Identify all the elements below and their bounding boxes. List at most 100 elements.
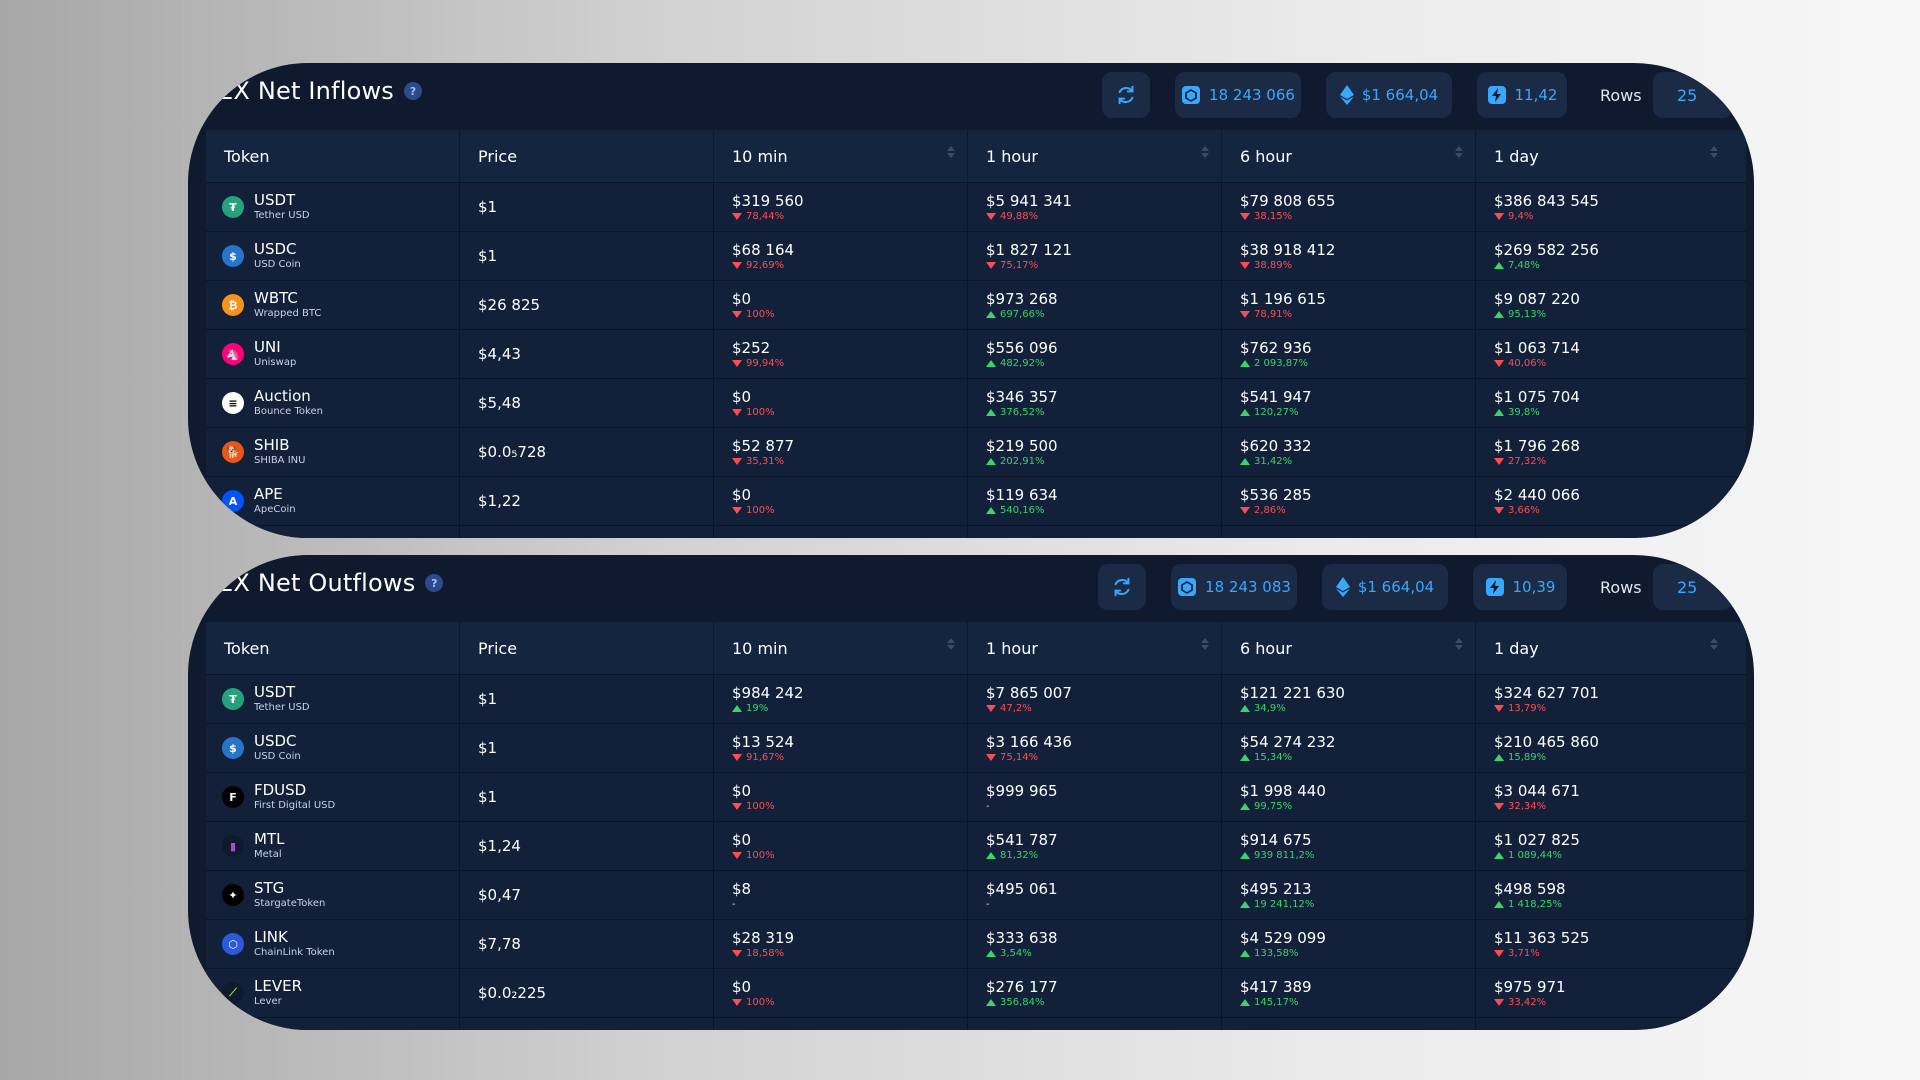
cell-d1: $9 087 220 95,13% (1476, 281, 1730, 329)
table-row[interactable]: ⬡ LINK ChainLink Token $7,78 $28 319 18,58% $3… (206, 919, 1746, 968)
sort-icon[interactable] (1455, 638, 1463, 650)
change-indicator: 145,17% (1240, 996, 1475, 1009)
flow-value: $973 268 (986, 289, 1058, 308)
column-header-6hour[interactable]: 6 hour (1222, 622, 1476, 674)
change-indicator: 133,58% (1240, 947, 1475, 960)
cell-d1: $498 598 1 418,25% (1476, 871, 1730, 919)
inflows-title: EX Net Inflows ? (218, 77, 423, 105)
token-price: $0.0₂225 (478, 984, 547, 1002)
change-percent: - (986, 800, 990, 812)
cell-empty (460, 1018, 714, 1030)
rows-per-page-select[interactable]: 25 (1653, 564, 1733, 610)
cell-h1: $7 865 007 47,2% (968, 675, 1222, 723)
block-number: 18 243 066 (1209, 86, 1295, 104)
arrow-down-icon (732, 359, 742, 367)
cell-h6: $536 285 2,86% (1222, 477, 1476, 525)
cell-token: ≡ Auction Bounce Token (206, 379, 460, 427)
change-percent: 376,52% (1000, 406, 1045, 418)
table-row[interactable]: $ USDC USD Coin $1 $68 164 92,69% $1 827 121 75… (206, 231, 1746, 280)
help-icon[interactable]: ? (404, 82, 423, 100)
change-percent: 99,94% (746, 357, 785, 369)
change-indicator: 31,42% (1240, 455, 1475, 468)
change-indicator: - (732, 898, 967, 911)
cell-d1: $975 971 33,42% (1476, 969, 1730, 1017)
flow-value: $556 096 (986, 338, 1058, 357)
bitcoin-icon: ₿ (222, 294, 244, 316)
cell-empty (1476, 526, 1730, 538)
table-row[interactable]: F FDUSD First Digital USD $1 $0 100% $999 965-… (206, 772, 1746, 821)
sort-icon[interactable] (947, 146, 955, 158)
column-header-1day[interactable]: 1 day (1476, 622, 1730, 674)
change-percent: 120,27% (1254, 406, 1299, 418)
change-percent: 32,34% (1508, 800, 1547, 812)
table-row[interactable]: ⟋ LEVER Lever $0.0₂225 $0 100% $276 177 356,84%… (206, 968, 1746, 1017)
apecoin-icon: A (222, 490, 244, 512)
table-row[interactable]: ✦ STG StargateToken $0,47 $8- $495 061- $495 2… (206, 870, 1746, 919)
arrow-down-icon (1494, 704, 1504, 712)
table-row[interactable]: 🐕 SHIB SHIBA INU $0.0₅728 $52 877 35,31% $219 … (206, 427, 1746, 476)
sort-icon[interactable] (1710, 146, 1718, 158)
column-header-10min[interactable]: 10 min (714, 130, 968, 182)
inflows-panel: EX Net Inflows ? 18 243 066 $1 664,04 11… (188, 63, 1754, 538)
table-row[interactable]: ≡ Auction Bounce Token $5,48 $0 100% $346 357 3… (206, 378, 1746, 427)
cell-h1: $219 500 202,91% (968, 428, 1222, 476)
cell-h1: $999 965- (968, 773, 1222, 821)
column-header-1hour[interactable]: 1 hour (968, 130, 1222, 182)
sort-icon[interactable] (1201, 146, 1209, 158)
arrow-up-icon (1494, 851, 1504, 859)
change-indicator: 100% (732, 308, 967, 321)
flow-value: $541 787 (986, 830, 1058, 849)
cell-token: $ USDC USD Coin (206, 724, 460, 772)
change-indicator: 38,89% (1240, 259, 1475, 272)
sort-icon[interactable] (1710, 638, 1718, 650)
column-header-6hour[interactable]: 6 hour (1222, 130, 1476, 182)
sort-icon[interactable] (947, 638, 955, 650)
token-symbol: USDC (254, 240, 297, 258)
column-header-10min[interactable]: 10 min (714, 622, 968, 674)
usd-coin-icon: $ (222, 245, 244, 267)
cell-h1: $1 827 121 75,17% (968, 232, 1222, 280)
change-percent: 356,84% (1000, 996, 1045, 1008)
sort-icon[interactable] (1201, 638, 1209, 650)
token-price: $5,48 (478, 394, 521, 412)
usd-coin-icon: $ (222, 737, 244, 759)
column-header-1day[interactable]: 1 day (1476, 130, 1730, 182)
flow-value: $11 363 525 (1494, 928, 1590, 947)
outflows-title-text: EX Net Outflows (218, 569, 416, 597)
change-indicator: 100% (732, 996, 967, 1009)
table-row[interactable]: ₮ USDT Tether USD $1 $984 242 19% $7 865 007 47… (206, 674, 1746, 723)
table-row[interactable]: ₿ WBTC Wrapped BTC $26 825 $0 100% $973 268 697… (206, 280, 1746, 329)
table-row[interactable]: 🦄 UNI Uniswap $4,43 $252 99,94% $556 096 482,92… (206, 329, 1746, 378)
flow-value: $4 529 099 (1240, 928, 1326, 947)
cell-m10: $252 99,94% (714, 330, 968, 378)
change-percent: 34,9% (1254, 702, 1286, 714)
change-indicator: 99,75% (1240, 800, 1475, 813)
rows-per-page-select[interactable]: 25 (1653, 72, 1733, 118)
arrow-up-icon (986, 359, 996, 367)
change-indicator: 9,4% (1494, 210, 1730, 223)
table-row[interactable]: ▮ MTL Metal $1,24 $0 100% $541 787 81,32% $914 6… (206, 821, 1746, 870)
flow-value: $9 087 220 (1494, 289, 1580, 308)
cell-h1: $5 941 341 49,88% (968, 183, 1222, 231)
refresh-button[interactable] (1102, 72, 1150, 118)
cell-price: $1 (460, 724, 714, 772)
help-icon[interactable]: ? (425, 574, 444, 592)
cell-token: 🐕 SHIB SHIBA INU (206, 428, 460, 476)
cell-h6: $620 332 31,42% (1222, 428, 1476, 476)
table-row[interactable]: $ USDC USD Coin $1 $13 524 91,67% $3 166 436 75… (206, 723, 1746, 772)
table-row[interactable]: A APE ApeCoin $1,22 $0 100% $119 634 540,16% $53… (206, 476, 1746, 525)
refresh-button[interactable] (1098, 564, 1146, 610)
cell-h6: $38 918 412 38,89% (1222, 232, 1476, 280)
arrow-up-icon (1494, 753, 1504, 761)
cell-price: $1 (460, 675, 714, 723)
change-percent: 49,88% (1000, 210, 1039, 222)
table-row[interactable]: ₮ USDT Tether USD $1 $319 560 78,44% $5 941 34… (206, 182, 1746, 231)
column-header-1hour[interactable]: 1 hour (968, 622, 1222, 674)
tether-icon: ₮ (222, 688, 244, 710)
ethereum-icon (1339, 85, 1354, 105)
change-indicator: 697,66% (986, 308, 1221, 321)
sort-icon[interactable] (1455, 146, 1463, 158)
arrow-down-icon (1494, 359, 1504, 367)
change-percent: 100% (746, 849, 775, 861)
change-percent: - (732, 898, 736, 910)
